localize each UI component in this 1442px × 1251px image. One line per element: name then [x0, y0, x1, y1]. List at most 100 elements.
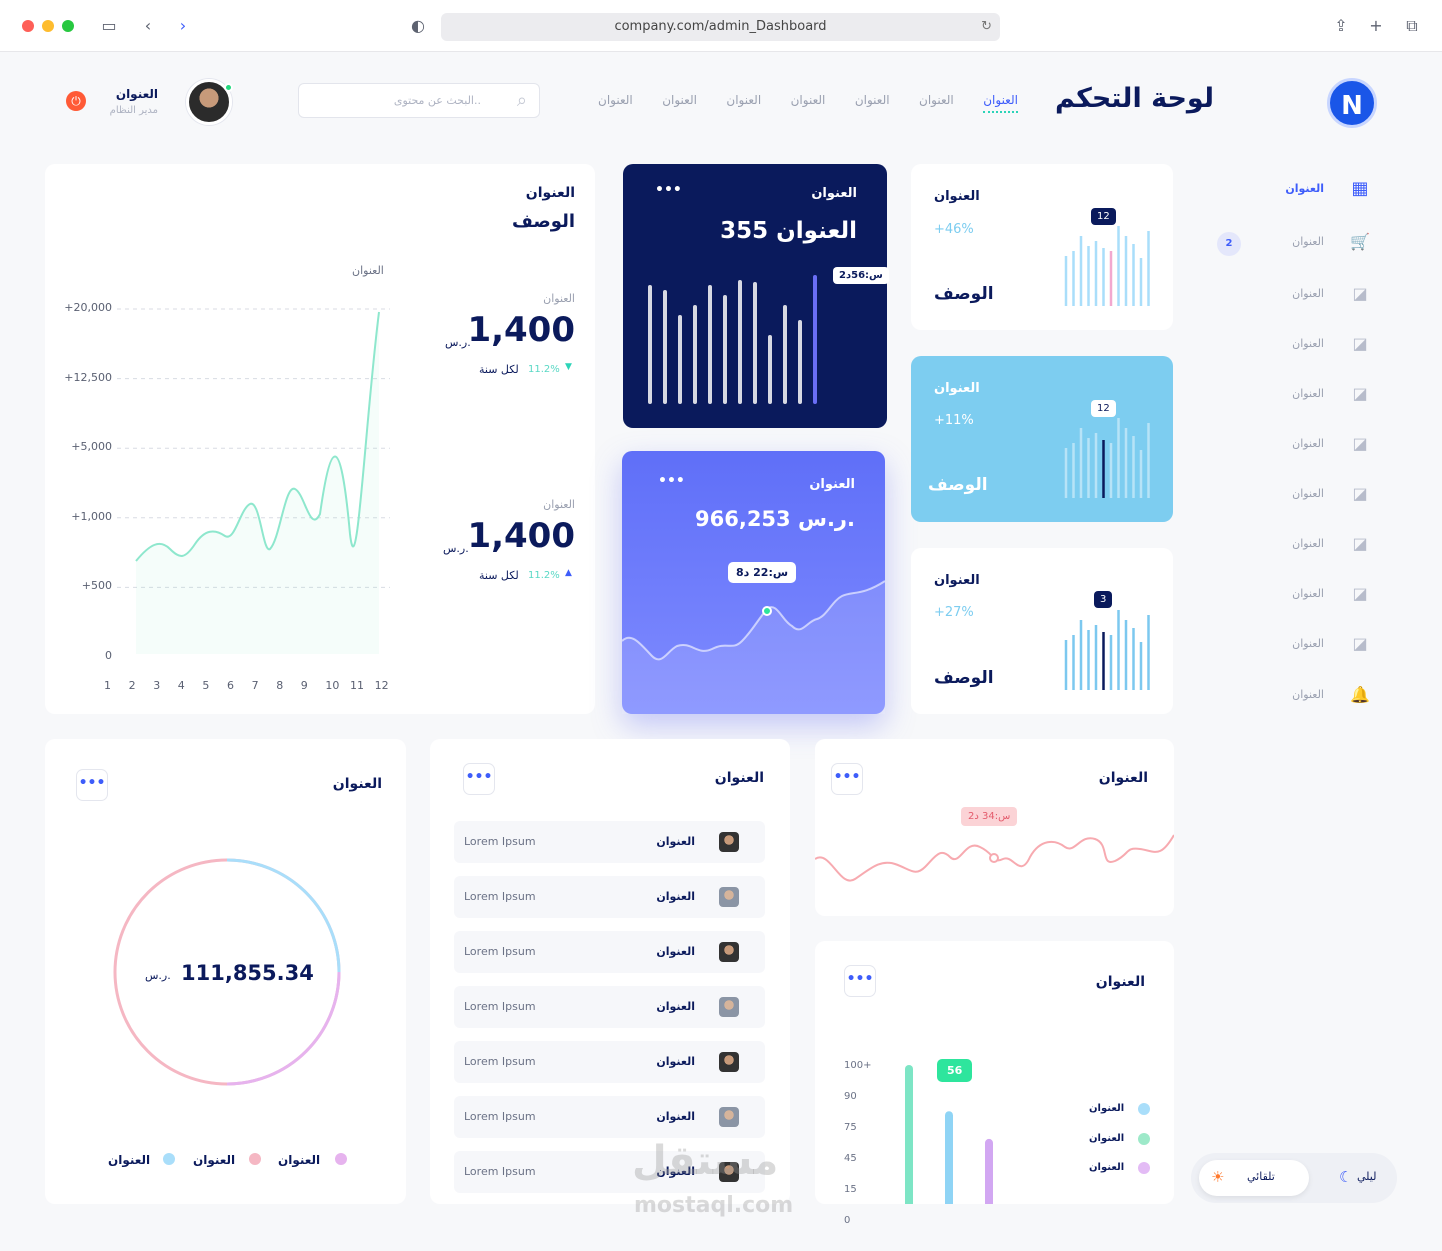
- bar-chart-card: العنوان ••• 100+ 90 75 45 15 0 56 العنوان الع…: [815, 941, 1174, 1226]
- y-tick-label: 45: [844, 1153, 857, 1164]
- wave-chart: [815, 834, 1174, 882]
- list-item[interactable]: Lorem Ipsum العنوان: [454, 1041, 765, 1083]
- more-options-button[interactable]: •••: [831, 763, 863, 795]
- x-tick-label: 1: [104, 679, 111, 692]
- list-item[interactable]: Lorem Ipsum العنوان: [454, 986, 765, 1028]
- bell-icon: 🔔: [1350, 685, 1370, 704]
- theme-toggle[interactable]: ☀ تلقائي ☾ ليلي: [1191, 1153, 1397, 1203]
- x-tick-label: 7: [251, 679, 259, 692]
- card-title: العنوان: [714, 770, 764, 786]
- search-icon[interactable]: ⌕: [516, 90, 527, 111]
- more-icon[interactable]: •••: [658, 473, 685, 489]
- sidebar-toggle-icon[interactable]: ▭: [101, 16, 117, 35]
- mini-tooltip: 3: [1094, 591, 1113, 608]
- list-item-title: العنوان: [656, 945, 695, 958]
- list-item[interactable]: Lorem Ipsum العنوان: [454, 1151, 765, 1193]
- list-item[interactable]: Lorem Ipsum العنوان: [454, 1096, 765, 1138]
- sidebar-item[interactable]: العنوان ◪: [1240, 334, 1380, 356]
- y-tick-label: +1,000: [71, 509, 112, 523]
- sun-icon: ☀: [1211, 1168, 1225, 1186]
- sidebar-item-label: العنوان: [1292, 287, 1324, 300]
- close-window-dot[interactable]: [22, 20, 34, 32]
- list-item-subtitle: Lorem Ipsum: [464, 890, 536, 903]
- brand-logo[interactable]: N: [1327, 78, 1377, 128]
- tabs-overview-icon[interactable]: ⧉: [1406, 16, 1418, 35]
- sidebar-item[interactable]: العنوان ◪: [1240, 284, 1380, 306]
- line-series: [135, 311, 380, 562]
- share-icon[interactable]: ⇪: [1334, 16, 1348, 35]
- chart-icon: ◪: [1352, 384, 1368, 403]
- reload-icon[interactable]: ↻: [981, 19, 992, 34]
- sidebar-item[interactable]: العنوان ▦: [1240, 179, 1380, 201]
- x-tick-label: 12: [374, 679, 389, 692]
- sidebar-item[interactable]: العنوان ◪: [1240, 484, 1380, 506]
- legend-dot: [249, 1153, 261, 1165]
- moon-icon[interactable]: ☾: [1339, 1168, 1353, 1186]
- search-input[interactable]: البحث عن محتوى.. ⌕: [298, 83, 540, 118]
- list-item-subtitle: Lorem Ipsum: [464, 835, 536, 848]
- legend-label: العنوان: [108, 1153, 151, 1167]
- more-icon[interactable]: •••: [655, 182, 682, 198]
- more-options-button[interactable]: •••: [76, 769, 108, 801]
- sidebar-item[interactable]: العنوان 🔔: [1240, 685, 1380, 707]
- minimize-window-dot[interactable]: [42, 20, 54, 32]
- y-tick-label: 100+: [844, 1060, 872, 1071]
- stat-currency: ر.س.: [443, 542, 469, 555]
- stat-change: 11.2%: [528, 570, 560, 581]
- x-tick-label: 5: [202, 679, 210, 692]
- y-tick-label: 0: [844, 1215, 851, 1226]
- sidebar-item[interactable]: العنوان ◪: [1240, 384, 1380, 406]
- avatar: [719, 887, 739, 907]
- online-status-dot: [224, 83, 233, 92]
- donut-total: 111,855.34: [181, 961, 314, 985]
- mini-stat-card: العنوان +11% الوصف 12: [911, 356, 1173, 522]
- nav-item[interactable]: العنوان: [598, 93, 633, 107]
- back-icon[interactable]: ‹: [144, 16, 152, 35]
- list-item[interactable]: Lorem Ipsum العنوان: [454, 821, 765, 863]
- x-tick-label: 6: [227, 679, 234, 692]
- legend-label: العنوان: [1089, 1133, 1125, 1144]
- nav-item[interactable]: العنوان: [790, 93, 826, 107]
- maximize-window-dot[interactable]: [62, 20, 74, 32]
- nav-item[interactable]: العنوان: [726, 93, 762, 107]
- nav-item[interactable]: العنوان: [662, 93, 697, 107]
- dark-bar-chart: [648, 275, 817, 404]
- list-item-title: العنوان: [656, 1000, 695, 1013]
- list-item[interactable]: Lorem Ipsum العنوان: [454, 876, 765, 918]
- list-item-title: العنوان: [656, 1110, 695, 1123]
- nav-item[interactable]: العنوان: [919, 93, 954, 107]
- sidebar-item-label: العنوان: [1292, 437, 1324, 450]
- sidebar-item[interactable]: العنوان ◪: [1240, 634, 1380, 656]
- sidebar-item-label: العنوان: [1292, 337, 1324, 350]
- stat-currency: ر.س.: [445, 336, 471, 349]
- new-tab-icon[interactable]: +: [1369, 16, 1383, 35]
- power-icon[interactable]: ⏻: [66, 91, 86, 111]
- sidebar-item[interactable]: العنوان 🛒: [1240, 232, 1380, 254]
- theme-night-label: ليلي: [1357, 1170, 1377, 1183]
- list-item-title: العنوان: [656, 890, 695, 903]
- more-options-button[interactable]: •••: [844, 965, 876, 997]
- sidebar-item[interactable]: العنوان ◪: [1240, 534, 1380, 556]
- browser-toolbar: ▭ ‹ › ◐ company.com/admin_Dashboard ↻ ⇪ …: [0, 0, 1442, 52]
- sidebar-item[interactable]: العنوان ◪: [1240, 434, 1380, 456]
- forward-icon[interactable]: ›: [179, 16, 187, 35]
- address-bar[interactable]: company.com/admin_Dashboard ↻: [441, 13, 1000, 41]
- theme-option-auto[interactable]: [1199, 1160, 1309, 1196]
- stat-change: 11.2%: [528, 364, 560, 375]
- list-item-subtitle: Lorem Ipsum: [464, 1110, 536, 1123]
- nav-item[interactable]: العنوان: [983, 93, 1018, 113]
- sidebar-item[interactable]: العنوان ◪: [1240, 584, 1380, 606]
- nav-item[interactable]: العنوان: [854, 93, 890, 107]
- chart-icon: ◪: [1352, 534, 1368, 553]
- y-tick-label: +12,500: [64, 370, 112, 384]
- more-options-button[interactable]: •••: [463, 763, 495, 795]
- avatar: [719, 997, 739, 1017]
- chart-icon: ◪: [1352, 584, 1368, 603]
- card-change: +46%: [934, 222, 974, 237]
- line-chart: [117, 308, 390, 654]
- list-item[interactable]: Lorem Ipsum العنوان: [454, 931, 765, 973]
- card-description: الوصف: [511, 211, 575, 232]
- list-item-subtitle: Lorem Ipsum: [464, 1165, 536, 1178]
- y-tick-label: 75: [844, 1122, 857, 1133]
- list-item-title: العنوان: [656, 1165, 695, 1178]
